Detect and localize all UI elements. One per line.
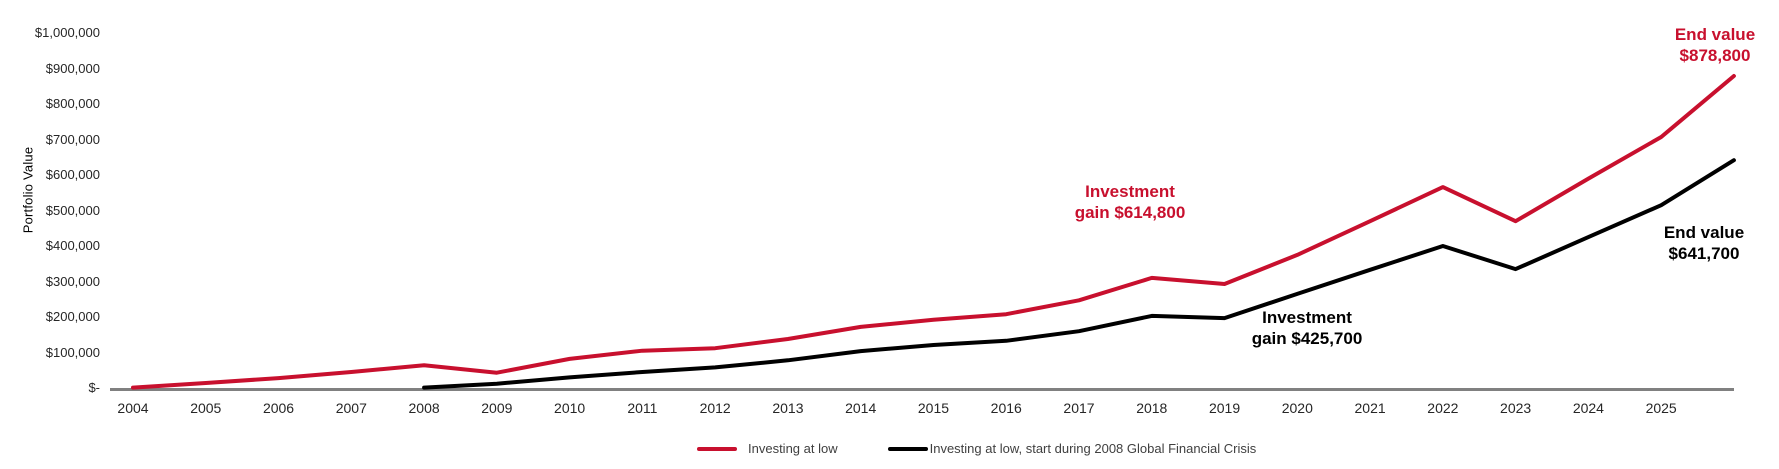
y-tick-label: $- <box>88 380 100 395</box>
annotation-line: Investment <box>1085 182 1175 201</box>
x-tick-label: 2023 <box>1500 400 1532 416</box>
annotation-line: $878,800 <box>1679 46 1751 65</box>
annotation-line: gain $425,700 <box>1251 329 1363 348</box>
annotation-line: Investment <box>1262 308 1352 327</box>
annotation-line: End value <box>1674 25 1756 44</box>
y-tick-label: $500,000 <box>45 202 100 218</box>
x-tick-label: 2017 <box>1063 400 1095 416</box>
legend-item-investing-at-low: Investing at low <box>697 441 838 456</box>
y-tick-label: $900,000 <box>45 60 100 76</box>
x-tick-label: 2016 <box>990 400 1022 416</box>
series-line-investing-at-low-start-during-2008-global-financial-crisis <box>422 158 1736 390</box>
x-tick-label: 2019 <box>1208 400 1241 416</box>
y-tick-label: $600,000 <box>45 167 100 182</box>
legend-line-swatch-red-icon <box>697 446 737 451</box>
x-tick-label: 2020 <box>1281 400 1313 416</box>
annotation-investment-gain-crisis-start: Investment gain $425,700 <box>1252 307 1363 349</box>
x-tick-label: 2018 <box>1136 400 1168 416</box>
chart-legend: Investing at low Investing at low, start… <box>697 441 1256 456</box>
legend-label: Investing at low <box>748 441 838 456</box>
legend-line-swatch-black-icon <box>887 446 928 451</box>
annotation-line: $641,700 <box>1668 244 1740 263</box>
x-tick-label: 2013 <box>772 400 804 416</box>
x-tick-label: 2024 <box>1572 400 1604 416</box>
x-tick-label: 2014 <box>845 400 877 416</box>
x-tick-label: 2012 <box>699 400 731 416</box>
annotation-line: End value <box>1663 223 1745 242</box>
x-tick-label: 2004 <box>117 400 149 416</box>
annotation-end-value-crisis-start: End value $641,700 <box>1664 222 1744 264</box>
legend-item-crisis-start: Investing at low, start during 2008 Glob… <box>887 441 1257 456</box>
y-tick-label: $300,000 <box>45 273 100 289</box>
y-tick-label: $100,000 <box>45 344 100 360</box>
x-tick-label: 2010 <box>554 400 586 416</box>
series-line-investing-at-low <box>131 74 1736 390</box>
y-tick-label: $800,000 <box>45 96 100 111</box>
annotation-investment-gain-investing-at-low: Investment gain $614,800 <box>1075 181 1186 223</box>
x-tick-label: 2021 <box>1354 400 1386 416</box>
x-tick-label: 2022 <box>1427 400 1459 416</box>
x-tick-label: 2006 <box>262 400 295 416</box>
y-axis-title: Portfolio Value <box>20 146 36 234</box>
y-tick-label: $1,000,000 <box>34 25 100 40</box>
legend-label: Investing at low, start during 2008 Glob… <box>929 441 1257 456</box>
x-tick-label: 2005 <box>190 400 222 416</box>
x-tick-label: 2009 <box>481 400 513 416</box>
x-tick-label: 2011 <box>627 400 658 416</box>
x-tick-label: 2007 <box>335 400 367 416</box>
y-tick-label: $200,000 <box>45 309 100 324</box>
x-tick-label: 2008 <box>408 400 440 416</box>
annotation-line: gain $614,800 <box>1074 203 1186 222</box>
y-tick-label: $400,000 <box>45 238 100 253</box>
x-tick-label: 2015 <box>917 400 950 416</box>
x-tick-label: 2025 <box>1645 400 1677 416</box>
y-tick-label: $700,000 <box>45 131 100 147</box>
annotation-end-value-investing-at-low: End value $878,800 <box>1675 24 1755 66</box>
